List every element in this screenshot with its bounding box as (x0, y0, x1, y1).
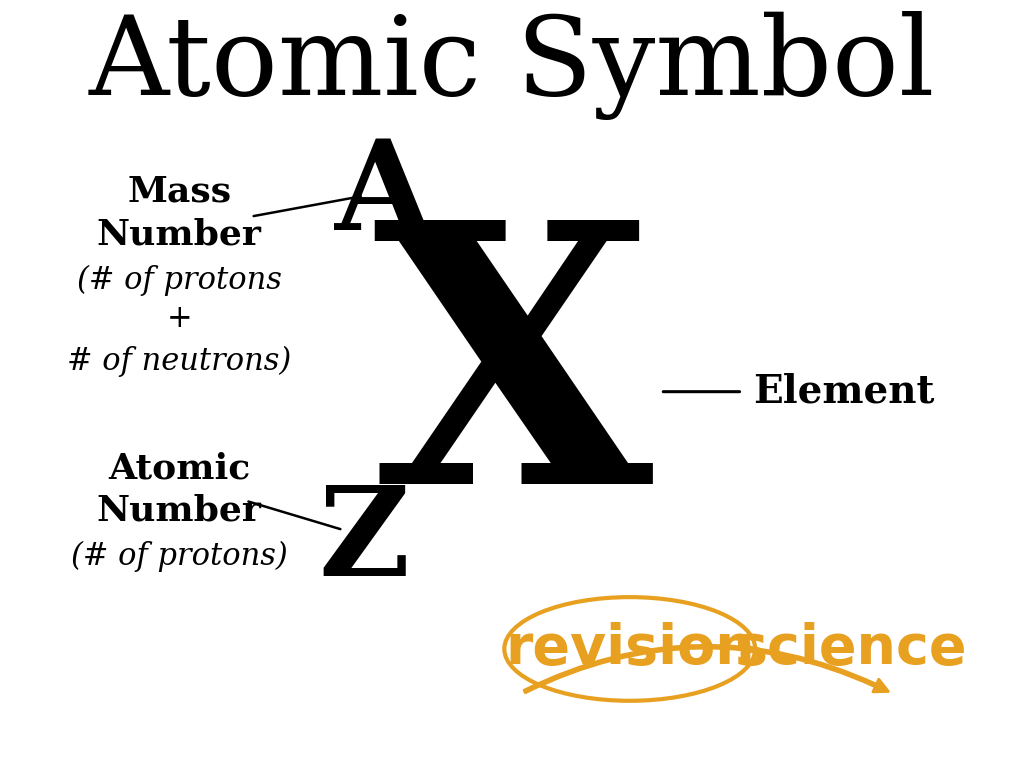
Text: Atomic: Atomic (109, 452, 250, 485)
Text: Number: Number (96, 217, 262, 251)
Text: science: science (733, 622, 967, 676)
Text: (# of protons): (# of protons) (71, 541, 288, 572)
Text: +: + (166, 303, 193, 334)
Text: Element: Element (753, 372, 934, 411)
Text: Mass: Mass (127, 175, 231, 209)
Text: Atomic Symbol: Atomic Symbol (89, 11, 935, 120)
Text: Number: Number (96, 494, 262, 528)
Text: # of neutrons): # of neutrons) (68, 346, 291, 376)
Text: (# of protons: (# of protons (77, 265, 282, 296)
Text: A: A (336, 135, 432, 257)
Text: revision: revision (505, 622, 755, 676)
FancyArrowPatch shape (524, 645, 889, 693)
Text: Z: Z (317, 481, 410, 602)
Text: X: X (372, 209, 652, 559)
